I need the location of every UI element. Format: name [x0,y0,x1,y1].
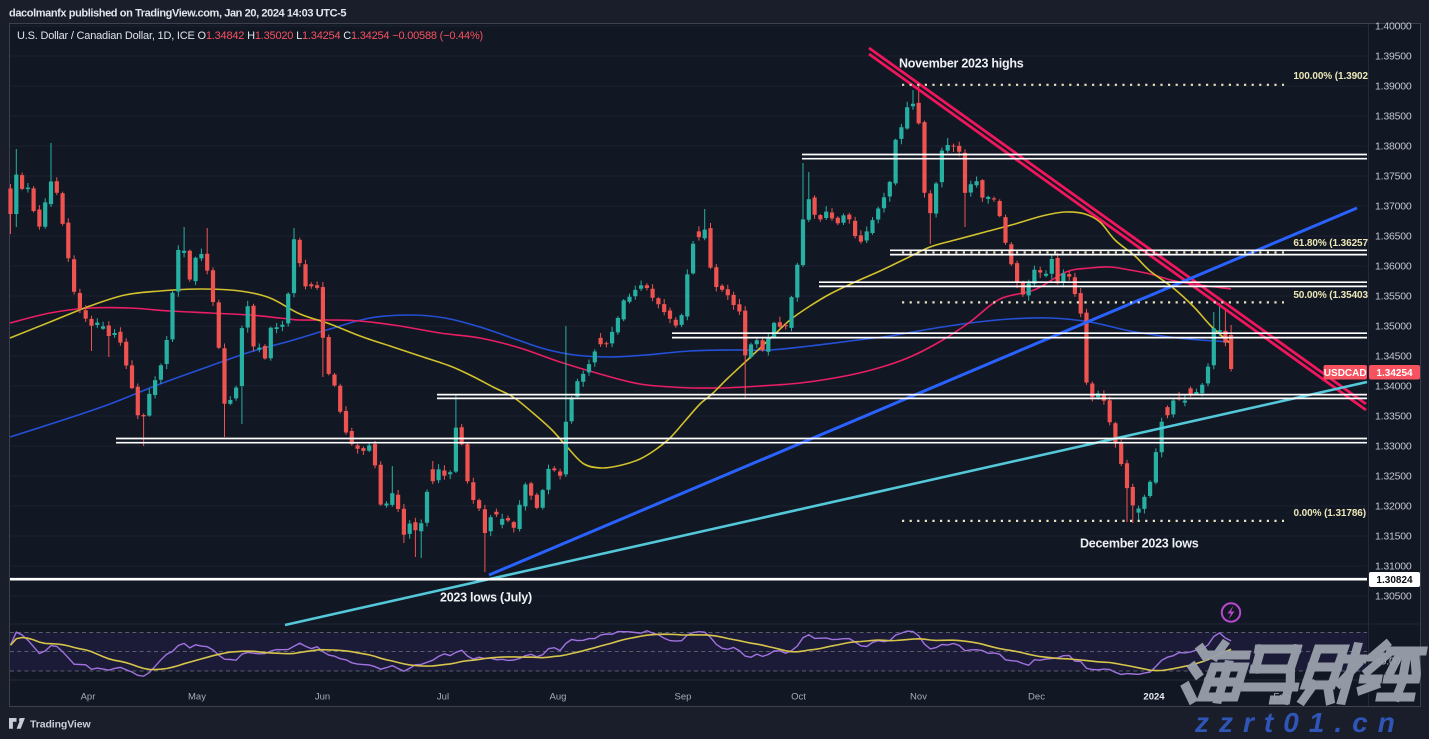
svg-text:2023 lows (July): 2023 lows (July) [440,591,532,605]
svg-text:November 2023 highs: November 2023 highs [899,57,1024,71]
svg-text:Oct: Oct [791,692,806,703]
svg-text:1.34254: 1.34254 [1376,368,1413,379]
svg-text:50.00% (1.35403: 50.00% (1.35403 [1293,290,1368,301]
svg-text:Aug: Aug [550,692,567,703]
svg-text:1.34000: 1.34000 [1375,381,1412,393]
svg-text:1.33000: 1.33000 [1375,441,1412,453]
svg-text:1.32000: 1.32000 [1375,501,1412,513]
svg-text:Dec: Dec [1028,692,1045,703]
svg-text:Jun: Jun [315,692,330,703]
svg-text:1.31500: 1.31500 [1375,531,1412,543]
svg-text:1.39000: 1.39000 [1375,81,1412,93]
svg-text:TradingView: TradingView [30,719,91,731]
svg-text:1.31000: 1.31000 [1375,561,1412,573]
svg-text:1.34500: 1.34500 [1375,351,1412,363]
svg-text:1.40000: 1.40000 [1375,21,1412,33]
svg-text:0.00% (1.31786): 0.00% (1.31786) [1294,508,1366,519]
svg-text:Jul: Jul [437,692,449,703]
svg-text:Nov: Nov [910,692,927,703]
svg-text:1.38500: 1.38500 [1375,111,1412,123]
svg-text:1.35000: 1.35000 [1375,321,1412,333]
svg-text:1.36500: 1.36500 [1375,231,1412,243]
svg-text:1.35500: 1.35500 [1375,291,1412,303]
svg-text:100.00% (1.3902: 100.00% (1.3902 [1293,71,1368,82]
svg-text:2024: 2024 [1143,692,1165,703]
svg-text:USDCAD: USDCAD [1324,368,1367,379]
svg-text:1.30500: 1.30500 [1375,591,1412,603]
svg-text:Sep: Sep [675,692,692,703]
svg-text:U.S. Dollar / Canadian Dollar,: U.S. Dollar / Canadian Dollar, 1D, ICE O… [17,30,483,42]
svg-text:Apr: Apr [81,692,96,703]
svg-text:December 2023 lows: December 2023 lows [1080,537,1199,551]
svg-text:1.33500: 1.33500 [1375,411,1412,423]
svg-text:May: May [188,692,206,703]
svg-text:zzrt01.cn: zzrt01.cn [1194,707,1405,738]
svg-text:dacolmanfx published on Tradin: dacolmanfx published on TradingView.com,… [9,8,346,20]
svg-text:1.36000: 1.36000 [1375,261,1412,273]
svg-text:1.32500: 1.32500 [1375,471,1412,483]
svg-text:1.30824: 1.30824 [1376,575,1413,586]
svg-text:61.80% (1.36257: 61.80% (1.36257 [1293,238,1368,249]
svg-text:1.39500: 1.39500 [1375,51,1412,63]
svg-text:1.37000: 1.37000 [1375,201,1412,213]
svg-text:1.38000: 1.38000 [1375,141,1412,153]
svg-text:1.37500: 1.37500 [1375,171,1412,183]
